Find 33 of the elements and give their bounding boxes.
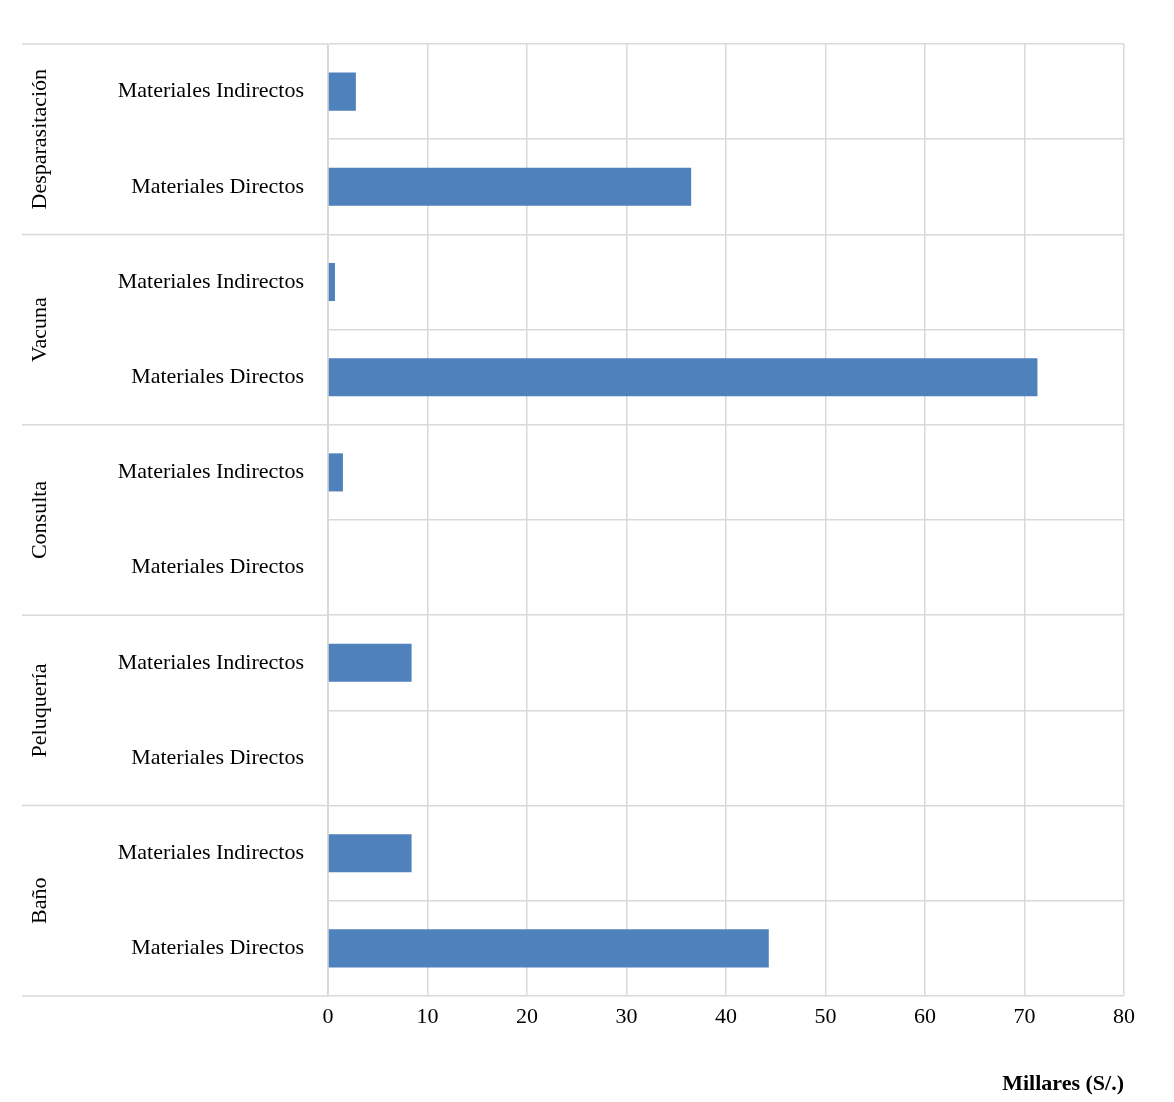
text: Desparasitación xyxy=(25,68,51,210)
y-tick-label: Materiales Indirectos xyxy=(117,267,304,293)
bar xyxy=(328,453,343,492)
bar xyxy=(328,929,769,968)
bar xyxy=(328,643,412,682)
y-tick-label: Materiales Directos xyxy=(131,362,304,388)
y-tick-label: Materiales Directos xyxy=(131,553,304,579)
x-tick-label: 30 xyxy=(615,1002,638,1028)
x-tick-label: 10 xyxy=(416,1002,439,1028)
y-tick-label: Materiales Indirectos xyxy=(117,838,304,864)
x-tick-label: 50 xyxy=(814,1002,837,1028)
y-tick-label: Materiales Directos xyxy=(131,172,304,198)
x-tick-label: 0 xyxy=(322,1002,334,1028)
y-tick-label: Materiales Directos xyxy=(131,934,304,960)
bar xyxy=(328,358,1038,397)
text: Peluquería xyxy=(25,663,51,758)
text: Vacuna xyxy=(25,297,51,362)
x-tick-label: 60 xyxy=(914,1002,936,1028)
bar xyxy=(328,167,692,206)
x-tick-label: 80 xyxy=(1113,1002,1135,1028)
x-tick-label: 40 xyxy=(715,1002,737,1028)
text: Baño xyxy=(25,877,51,925)
y-tick-label: Materiales Indirectos xyxy=(117,77,304,103)
y-tick-label: Materiales Indirectos xyxy=(117,648,304,674)
y-tick-label: Materiales Directos xyxy=(131,743,304,769)
x-tick-label: 20 xyxy=(516,1002,538,1028)
x-tick-label: 70 xyxy=(1013,1002,1036,1028)
bar xyxy=(328,72,356,111)
text: Consulta xyxy=(25,480,51,560)
y-tick-label: Materiales Indirectos xyxy=(117,458,304,484)
bar xyxy=(328,834,412,873)
bar xyxy=(328,262,335,302)
x-axis-title: Millares (S/.) xyxy=(1002,1070,1124,1096)
